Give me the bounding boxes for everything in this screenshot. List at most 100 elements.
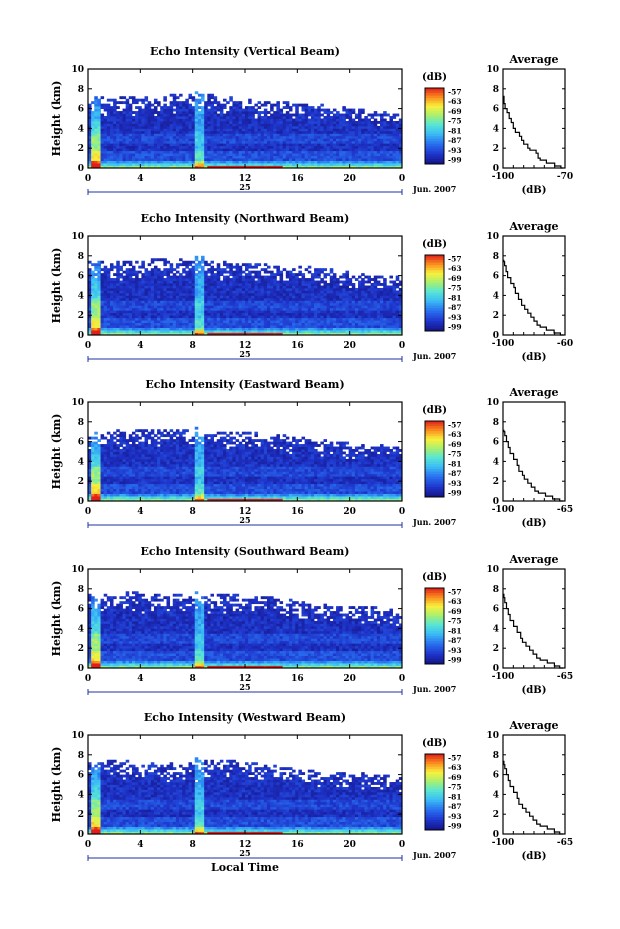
heatmap-cell [285, 143, 290, 147]
heatmap-cell [116, 325, 120, 328]
heatmap-cell [213, 125, 218, 129]
heatmap-cell [147, 143, 152, 147]
heatmap-cell [248, 332, 252, 336]
heatmap-cell [329, 120, 334, 124]
heatmap-cell [354, 123, 359, 127]
heatmap-cell [106, 280, 111, 284]
heatmap-cell [150, 143, 155, 147]
heatmap-cell [128, 108, 133, 112]
heatmap-cell [238, 113, 243, 117]
heatmap-cell [326, 133, 331, 137]
heatmap-cell [122, 317, 127, 321]
heatmap-cell [298, 273, 302, 277]
heatmap-cell [251, 283, 255, 286]
heatmap-cell [358, 160, 362, 164]
heatmap-cell [210, 287, 214, 291]
heatmap-cell [292, 295, 296, 299]
heatmap-cell [298, 278, 302, 281]
heatmap-cell [157, 125, 161, 129]
heatmap-cell [147, 295, 152, 299]
heatmap-cell [266, 302, 271, 306]
heatmap-cell [295, 302, 299, 306]
heatmap-cell [398, 118, 403, 122]
heatmap-cell [169, 143, 174, 147]
heatmap-cell [251, 330, 255, 333]
heatmap-cell [232, 103, 236, 107]
heatmap-cell [94, 287, 98, 291]
heatmap-cell [141, 287, 145, 291]
heatmap-cell [223, 153, 227, 157]
heatmap-cell [122, 118, 127, 122]
heatmap-cell [229, 153, 233, 157]
heatmap-cell [254, 125, 258, 129]
heatmap-cell [163, 103, 167, 107]
heatmap-cell [191, 332, 196, 336]
heatmap-cell [179, 258, 183, 262]
heatmap-cell [210, 292, 214, 296]
heatmap-cell [383, 113, 387, 117]
heatmap-cell [279, 125, 284, 129]
heatmap-cell [367, 332, 371, 336]
heatmap-cell [182, 153, 186, 157]
heatmap-cell [251, 325, 255, 328]
heatmap-cell [100, 332, 105, 336]
heatmap-cell [392, 163, 397, 166]
heatmap-cell [163, 133, 167, 137]
heatmap-cell [301, 322, 306, 326]
heatmap-cell [298, 287, 302, 291]
heatmap-cell [194, 310, 199, 314]
heatmap-cell [367, 113, 371, 117]
heatmap-cell [345, 153, 350, 157]
heatmap-cell [88, 332, 92, 336]
heatmap-cell [332, 300, 337, 304]
heatmap-cell [373, 118, 378, 122]
heatmap-cell [235, 165, 240, 169]
heatmap-cell [147, 163, 152, 166]
heatmap-cell [364, 322, 368, 326]
heatmap-cell [314, 275, 318, 279]
heatmap-cell [241, 138, 246, 142]
heatmap-cell [119, 287, 123, 291]
heatmap-cell [147, 130, 152, 134]
heatmap-cell [373, 120, 378, 124]
heatmap-cell [109, 330, 114, 333]
heatmap-cell [329, 123, 334, 127]
heatmap-cell [169, 153, 174, 157]
heatmap-cell [270, 307, 274, 311]
heatmap-cell [153, 125, 158, 129]
heatmap-cell [223, 158, 227, 161]
heatmap-cell [169, 150, 174, 154]
heatmap-cell [273, 138, 277, 142]
heatmap-cell [358, 285, 362, 289]
heatmap-cell [254, 138, 258, 142]
heatmap-cell [106, 320, 111, 324]
heatmap-cell [109, 287, 114, 291]
heatmap-cell [260, 317, 265, 321]
heatmap-cell [213, 302, 218, 306]
heatmap-cell [194, 290, 199, 294]
heatmap-cell [310, 123, 315, 127]
heatmap-cell [201, 163, 205, 166]
heatmap-cell [103, 153, 108, 157]
heatmap-cell [119, 297, 123, 301]
heatmap-cell [323, 120, 328, 124]
heatmap-cell [182, 130, 186, 134]
heatmap-cell [94, 320, 98, 324]
heatmap-cell [103, 165, 108, 169]
heatmap-cell [197, 93, 202, 97]
heatmap-cell [298, 150, 302, 154]
heatmap-cell [163, 292, 167, 296]
heatmap-cell [320, 133, 324, 137]
heatmap-cell [383, 135, 387, 139]
heatmap-cell [88, 310, 92, 314]
heatmap-cell [147, 280, 152, 284]
heatmap-cell [91, 120, 95, 124]
heatmap-cell [257, 155, 262, 159]
heatmap-cell [307, 123, 312, 127]
heatmap-cell [323, 300, 328, 304]
heatmap-cell [301, 300, 306, 304]
heatmap-cell [157, 153, 161, 157]
heatmap-cell [273, 285, 277, 289]
heatmap-cell [232, 128, 236, 132]
heatmap-cell [339, 133, 343, 137]
